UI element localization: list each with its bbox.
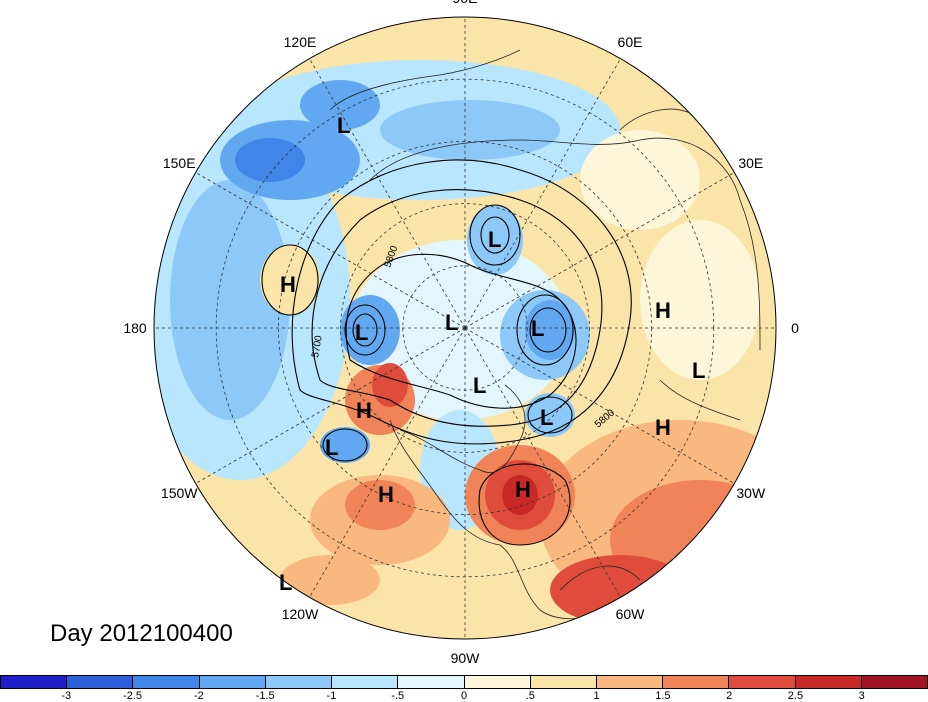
colorbar-tick-label: -1.5 [255,690,275,702]
height-contours [261,159,632,546]
colorbar-segment [398,675,465,689]
meridian-line [195,172,466,329]
anomaly-field [154,17,776,639]
colorbar-segment [199,675,266,689]
colorbar-tick-label: 0 [460,690,468,702]
colorbar-tick-label: 2 [726,690,733,702]
high-center: H [655,415,671,440]
low-center: L [473,373,486,398]
longitude-label: 30W [736,485,766,501]
colorbar-segment [133,675,200,689]
contour-label: 5700 [310,334,325,358]
colorbar-tick-label: 2.5 [787,690,804,702]
colorbar-tick-label: -2.5 [123,690,143,702]
latitude-circle [340,203,590,453]
colorbar-segment [265,675,333,689]
colorbar-segment [0,675,68,689]
meridian-line [464,58,621,329]
low-center: L [337,113,350,138]
colorbar-segment [795,675,862,689]
low-center: L [540,405,553,430]
low-center: L [279,570,292,595]
high-center: H [280,272,296,297]
longitude-label: 150W [160,485,198,501]
meridian-line [464,172,735,329]
high-center: H [515,477,531,502]
low-center: L [692,358,705,383]
meridian-line [195,327,466,484]
low-center: L [531,316,544,341]
coastlines [329,49,761,620]
colorbar-tick-label: 1.5 [655,690,671,702]
colorbar-segment [596,675,664,689]
low-center: L [325,435,338,460]
longitude-label: 90E [453,0,478,6]
longitude-label: 60W [615,605,645,622]
graticule [154,17,776,639]
colorbar-tick-label: .5 [525,690,535,702]
colorbar-tick-label: -.5 [391,690,405,702]
longitude-label: 90W [450,650,480,666]
colorbar-tick-label: 3 [858,690,865,702]
longitude-label: 120W [281,605,319,622]
meridian-line [309,327,466,598]
colorbar-tick-label: -1 [326,690,337,702]
meridian-line [464,327,735,484]
pressure-centers: L L L L L L L L L L H H H H H H H [279,113,705,595]
colorbar-segment [861,675,928,689]
meridian-line [309,58,466,329]
colorbar-segment [332,675,399,689]
colorbar-tick-label: -2 [193,690,204,702]
longitude-label: 0 [791,320,799,336]
colorbar-segment [464,675,531,689]
date-label: Day 2012100400 [50,620,233,647]
colorbar-segment [729,675,796,689]
low-center: L [488,227,501,252]
low-center: L [355,320,368,345]
longitude-label: 120E [283,34,317,51]
colorbar-tick-label: 1 [593,690,600,702]
colorbar-segment [67,675,134,689]
colorbar-tick-label: -3 [61,690,72,702]
high-center: H [356,398,372,423]
high-center: H [655,298,671,323]
colorbar-segment [530,675,597,689]
high-center: H [378,482,394,507]
longitude-label: 30E [738,155,764,171]
longitude-label: 180 [123,320,147,336]
longitude-label: 60E [617,34,643,51]
low-center: L [445,310,458,335]
colorbar-segment [663,675,730,689]
colorbar [0,675,928,689]
longitude-label: 150E [162,155,196,171]
meridian-line [464,327,621,598]
